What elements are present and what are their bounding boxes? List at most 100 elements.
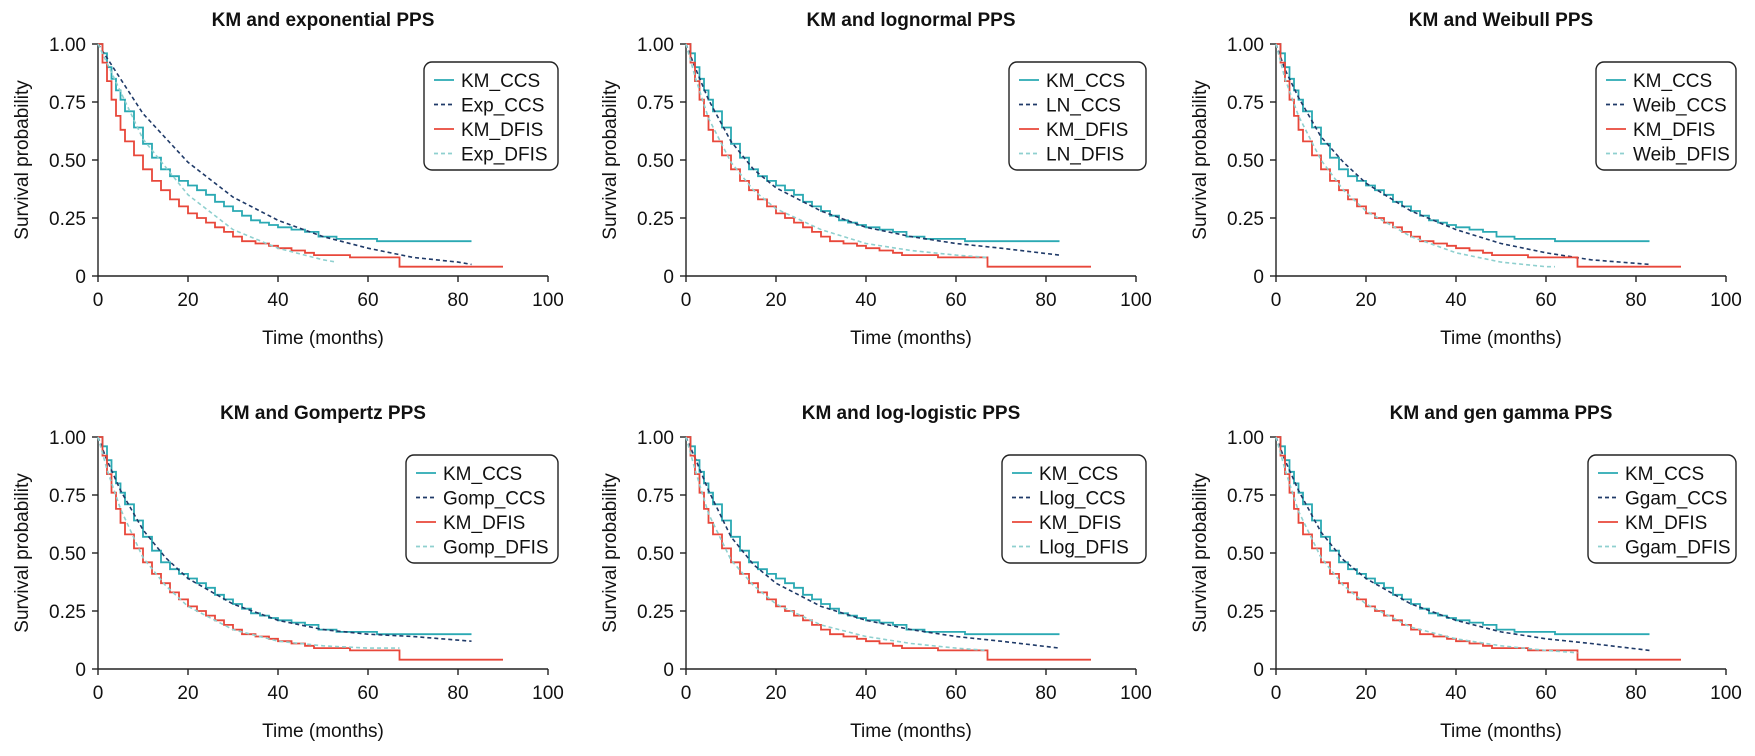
x-tick-label: 40 [855, 290, 876, 311]
y-tick-label: 0.25 [1227, 209, 1264, 230]
y-axis-title: Survival probability [600, 473, 621, 633]
series-line-ggam-ccs [1275, 436, 1650, 652]
series-line-gomp-dfis [97, 436, 400, 649]
y-tick-label: 1.00 [637, 35, 674, 56]
legend-label: KM_CCS [1633, 71, 1712, 92]
x-tick-label: 40 [267, 683, 288, 704]
y-axis-title: Survival probability [12, 473, 33, 633]
y-axis-title: Survival probability [1190, 80, 1211, 240]
y-tick-label: 0 [663, 660, 674, 681]
x-tick-label: 100 [1710, 290, 1742, 311]
y-tick-label: 0.50 [637, 544, 674, 565]
series-line-exp-ccs [97, 43, 472, 266]
x-tick-label: 100 [532, 683, 564, 704]
y-tick-label: 1.00 [637, 428, 674, 449]
x-tick-label: 0 [681, 683, 692, 704]
x-tick-label: 80 [447, 290, 468, 311]
legend-label: Weib_CCS [1633, 96, 1727, 117]
y-tick-label: 0.25 [49, 602, 86, 623]
y-tick-label: 0.25 [637, 602, 674, 623]
y-axis-title: Survival probability [1190, 473, 1211, 633]
chart-title: KM and Weibull PPS [1409, 10, 1593, 31]
x-tick-label: 80 [1035, 683, 1056, 704]
legend-label: KM_DFIS [1046, 120, 1128, 141]
legend-label: KM_DFIS [443, 513, 525, 534]
x-tick-label: 0 [93, 290, 104, 311]
x-tick-label: 40 [855, 683, 876, 704]
y-tick-label: 1.00 [49, 428, 86, 449]
legend: KM_CCS Gomp_CCS KM_DFIS Gomp_DFIS [405, 454, 559, 564]
y-tick-label: 0.75 [49, 93, 86, 114]
series-line-km-ccs [1276, 43, 1650, 243]
x-axis-title: Time (months) [262, 721, 384, 742]
series-line-ln-dfis [685, 43, 988, 259]
legend-label: Ggam_CCS [1625, 489, 1727, 510]
y-tick-label: 0.50 [49, 151, 86, 172]
y-tick-label: 0.50 [1227, 151, 1264, 172]
legend-label: KM_DFIS [1039, 513, 1121, 534]
chart-panel-6: KM and gen gamma PPS 0 20 40 60 80 100 0 0.25 0.5… [1190, 403, 1742, 742]
chart-panel-4: KM and Gompertz PPS 0 20 40 60 80 100 0 0.25 0.50… [12, 403, 564, 742]
x-tick-label: 0 [681, 290, 692, 311]
legend-label: Llog_CCS [1039, 489, 1126, 510]
y-tick-label: 0.50 [637, 151, 674, 172]
legend-label: Ggam_DFIS [1625, 538, 1731, 559]
legend-box [1001, 454, 1147, 564]
y-tick-label: 0.75 [637, 486, 674, 507]
legend-label: KM_DFIS [1625, 513, 1707, 534]
x-tick-label: 60 [357, 290, 378, 311]
chart-title: KM and exponential PPS [212, 10, 435, 31]
series-line-km-dfis [98, 43, 503, 268]
x-tick-label: 100 [532, 290, 564, 311]
y-tick-label: 1.00 [49, 35, 86, 56]
y-tick-label: 1.00 [1227, 428, 1264, 449]
series-line-km-dfis [98, 436, 503, 661]
series-line-km-dfis [686, 43, 1091, 268]
y-tick-label: 0 [1253, 267, 1264, 288]
series-line-exp-dfis [97, 43, 337, 263]
legend-label: Gomp_CCS [443, 489, 545, 510]
x-axis-title: Time (months) [262, 328, 384, 349]
legend: KM_CCS Exp_CCS KM_DFIS Exp_DFIS [423, 61, 559, 171]
series-line-ln-ccs [685, 43, 1060, 256]
series-line-km-ccs [98, 436, 472, 636]
series-line-ggam-dfis [1275, 436, 1578, 654]
x-tick-label: 80 [447, 683, 468, 704]
legend-box [405, 454, 559, 564]
legend-label: KM_CCS [1625, 464, 1704, 485]
x-tick-label: 0 [1271, 683, 1282, 704]
series-line-weib-dfis [1275, 43, 1555, 268]
legend-label: KM_CCS [443, 464, 522, 485]
legend-box [1008, 61, 1147, 171]
x-tick-label: 20 [765, 683, 786, 704]
y-axis-title: Survival probability [600, 80, 621, 240]
x-tick-label: 80 [1625, 290, 1646, 311]
y-tick-label: 0 [75, 660, 86, 681]
x-axis-title: Time (months) [850, 328, 972, 349]
y-tick-label: 0 [75, 267, 86, 288]
y-tick-label: 0.75 [1227, 93, 1264, 114]
y-tick-label: 0.75 [49, 486, 86, 507]
x-tick-label: 80 [1625, 683, 1646, 704]
x-tick-label: 0 [1271, 290, 1282, 311]
chart-title: KM and Gompertz PPS [220, 403, 426, 424]
legend-box [423, 61, 559, 171]
x-tick-label: 20 [1355, 683, 1376, 704]
y-tick-label: 0.75 [1227, 486, 1264, 507]
chart-panel-2: KM and lognormal PPS 0 20 40 60 80 100 0 0.25 0.5… [600, 10, 1152, 349]
x-tick-label: 60 [945, 683, 966, 704]
x-tick-label: 20 [765, 290, 786, 311]
series-line-km-ccs [1276, 436, 1650, 636]
y-tick-label: 0.25 [1227, 602, 1264, 623]
series-line-gomp-ccs [97, 436, 472, 642]
legend-label: Exp_CCS [461, 96, 544, 117]
y-tick-label: 0.50 [1227, 544, 1264, 565]
x-tick-label: 100 [1710, 683, 1742, 704]
x-tick-label: 40 [1445, 290, 1466, 311]
x-tick-label: 60 [1535, 683, 1556, 704]
legend-label: Gomp_DFIS [443, 538, 549, 559]
legend-label: KM_DFIS [1633, 120, 1715, 141]
chart-title: KM and lognormal PPS [806, 10, 1015, 31]
x-tick-label: 20 [177, 290, 198, 311]
